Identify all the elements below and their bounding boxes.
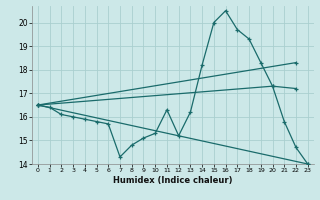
X-axis label: Humidex (Indice chaleur): Humidex (Indice chaleur) (113, 176, 233, 185)
